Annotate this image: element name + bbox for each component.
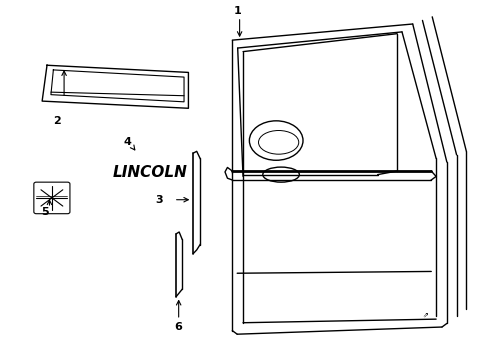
Text: ⇗: ⇗	[421, 311, 427, 318]
Text: 2: 2	[53, 116, 61, 126]
Text: LINCOLN: LINCOLN	[113, 165, 187, 180]
Text: 6: 6	[173, 322, 181, 332]
Text: 1: 1	[233, 6, 241, 17]
Text: 3: 3	[155, 195, 163, 205]
Text: 4: 4	[123, 138, 131, 147]
Text: 5: 5	[41, 207, 48, 217]
